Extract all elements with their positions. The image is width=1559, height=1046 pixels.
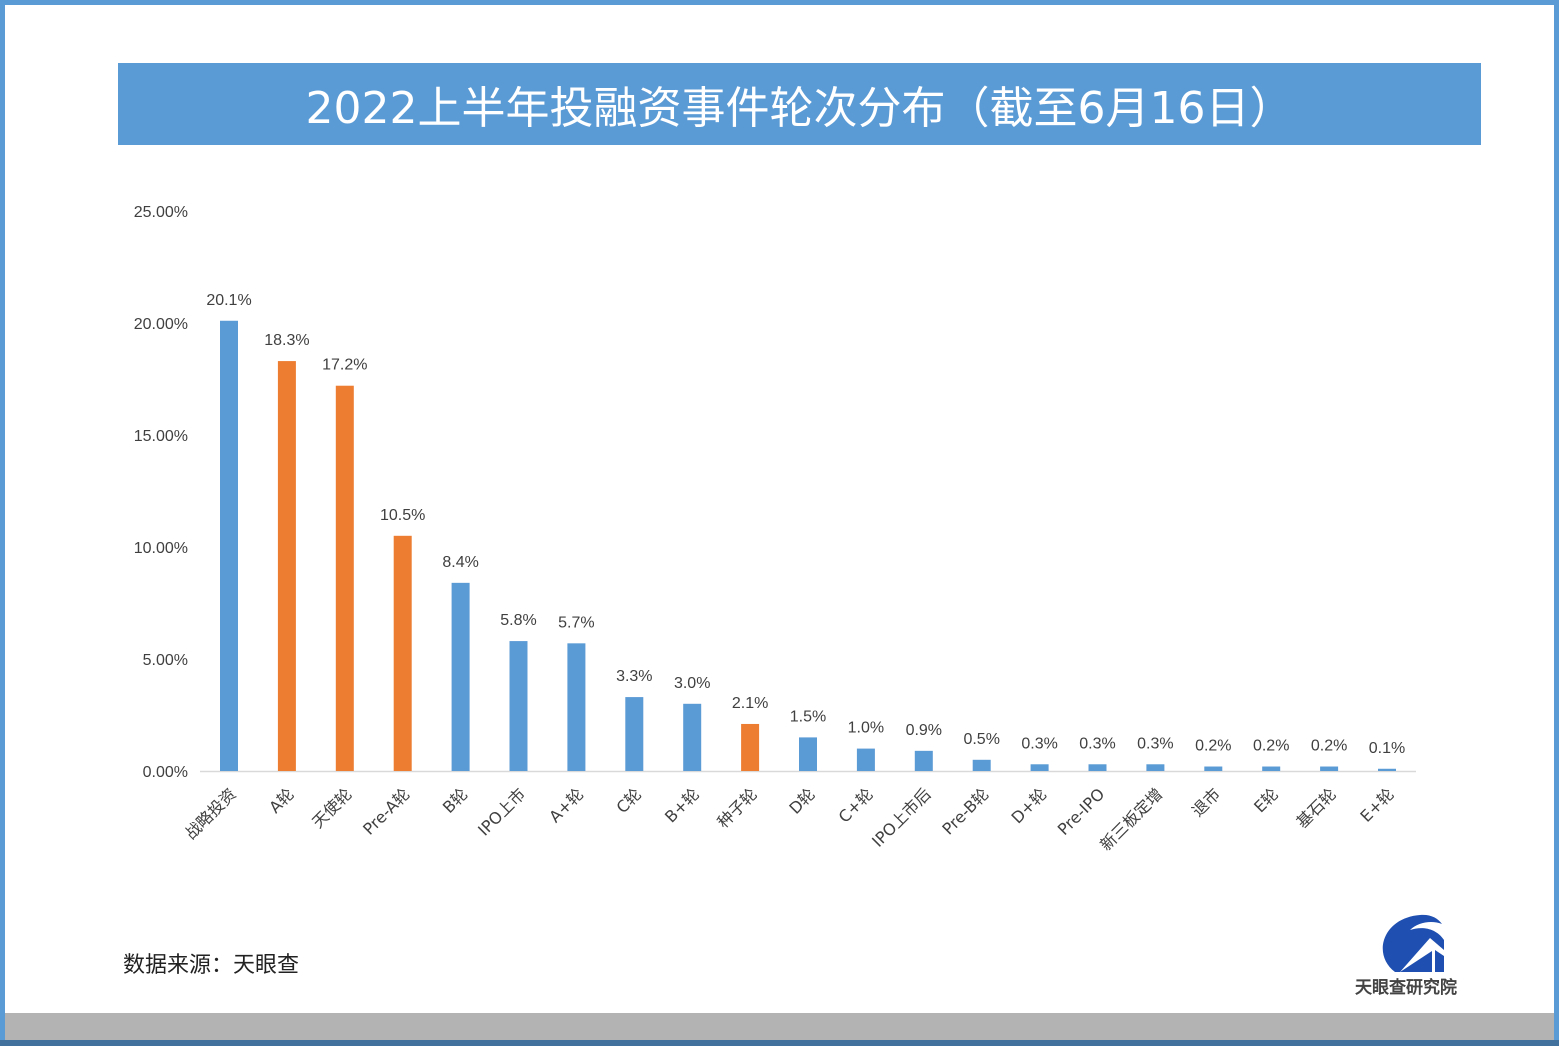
data-label: 10.5% <box>380 507 425 524</box>
bar <box>972 759 991 771</box>
bar <box>1262 766 1281 771</box>
x-tick-label: Pre-B轮 <box>938 784 992 838</box>
y-tick-label: 5.00% <box>143 652 188 669</box>
x-tick-label: B轮 <box>439 784 472 817</box>
x-tick-label: Pre-A轮 <box>359 784 413 838</box>
x-tick-label: D轮 <box>785 784 818 817</box>
data-label: 20.1% <box>206 292 251 309</box>
x-tick-label: IPO上市 <box>474 784 529 839</box>
data-label: 0.2% <box>1253 738 1289 755</box>
logo-text: 天眼查研究院 <box>1355 978 1457 998</box>
data-label: 2.1% <box>732 695 768 712</box>
x-tick-label: 基石轮 <box>1293 784 1340 831</box>
x-tick-label: 天使轮 <box>308 784 355 831</box>
data-label: 0.9% <box>906 722 942 739</box>
bar <box>451 582 470 771</box>
y-tick-label: 15.00% <box>134 428 188 445</box>
bar <box>335 385 354 771</box>
bottom-band <box>5 1013 1554 1040</box>
data-label: 5.7% <box>558 614 594 631</box>
data-label: 5.8% <box>500 612 536 629</box>
y-tick-label: 0.00% <box>143 764 188 781</box>
bar <box>1146 764 1165 771</box>
bar <box>799 737 817 771</box>
y-tick-label: 20.00% <box>134 316 188 333</box>
bar <box>1204 766 1223 771</box>
data-label: 3.0% <box>674 675 710 692</box>
bar <box>856 748 875 771</box>
bar <box>1030 764 1049 771</box>
bar <box>1088 764 1107 771</box>
data-label: 3.3% <box>616 668 652 685</box>
bar <box>914 750 933 771</box>
data-source: 数据来源：天眼查 <box>123 953 300 978</box>
data-label: 0.3% <box>1021 735 1057 752</box>
data-label: 17.2% <box>322 357 367 374</box>
x-tick-label: C轮 <box>612 784 645 817</box>
bar <box>277 361 296 771</box>
x-tick-label: IPO上市后 <box>868 784 934 850</box>
x-tick-label: E轮 <box>1250 784 1282 816</box>
bar <box>1378 768 1396 771</box>
chart-title: 2022上半年投融资事件轮次分布（截至6月16日） <box>118 63 1481 145</box>
bar <box>393 535 412 771</box>
x-tick-label: A轮 <box>265 784 297 816</box>
x-tick-label: C+轮 <box>835 784 877 826</box>
bar <box>220 320 238 771</box>
data-label: 0.5% <box>963 731 999 748</box>
x-tick-label: E+轮 <box>1356 784 1397 825</box>
data-label: 1.0% <box>848 720 884 737</box>
data-label: 0.3% <box>1079 735 1115 752</box>
data-label: 1.5% <box>790 708 826 725</box>
data-label: 18.3% <box>264 332 309 349</box>
data-label: 0.2% <box>1311 738 1347 755</box>
bar <box>625 697 644 771</box>
bar <box>567 643 586 771</box>
x-tick-label: 战略投资 <box>181 784 240 843</box>
bottom-edge <box>0 1040 1559 1046</box>
data-label: 0.3% <box>1137 735 1173 752</box>
tianyancha-logo-icon <box>1382 914 1444 972</box>
x-tick-label: Pre-IPO <box>1054 784 1109 839</box>
x-tick-label: 种子轮 <box>714 784 761 831</box>
y-tick-label: 10.00% <box>134 540 188 557</box>
bar <box>1320 766 1339 771</box>
data-label: 0.1% <box>1369 740 1405 757</box>
data-label: 0.2% <box>1195 738 1231 755</box>
x-tick-label: A+轮 <box>545 784 587 826</box>
x-tick-label: 新三板定增 <box>1096 784 1166 854</box>
x-tick-label: D+轮 <box>1007 784 1050 827</box>
data-label: 8.4% <box>442 554 478 571</box>
y-tick-label: 25.00% <box>134 204 188 221</box>
x-tick-label: 退市 <box>1188 784 1224 820</box>
bar <box>509 641 528 771</box>
bar <box>683 703 702 771</box>
bar <box>741 723 760 771</box>
x-tick-label: B+轮 <box>661 784 703 826</box>
